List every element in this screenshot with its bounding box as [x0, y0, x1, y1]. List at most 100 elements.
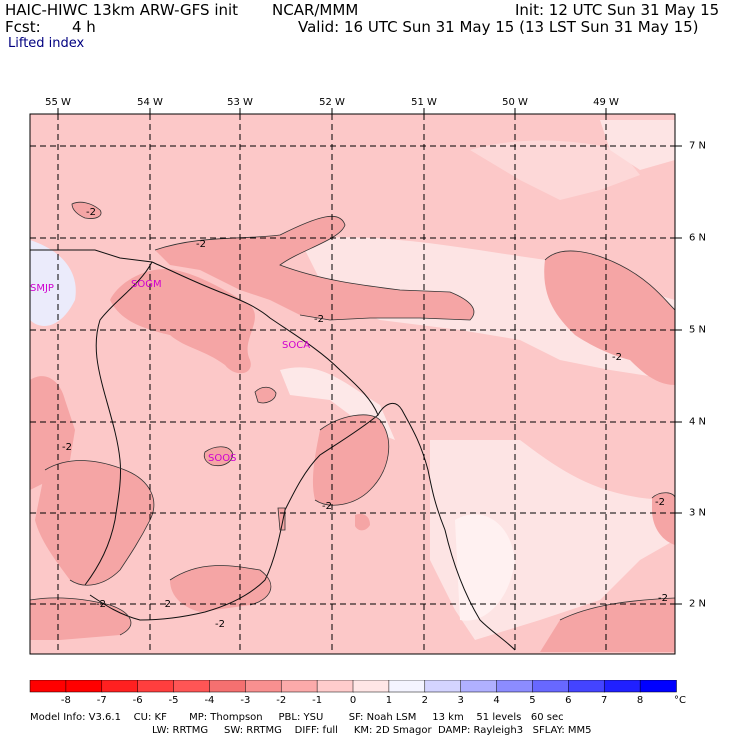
- colorbar-swatch: [532, 680, 570, 693]
- colorbar-tick-label: 6: [565, 695, 572, 706]
- footer-model-info: Model Info: V3.6.1 CU: KF MP: Thompson P…: [30, 712, 564, 723]
- colorbar-unit: °C: [674, 695, 686, 706]
- valid-time: Valid: 16 UTC Sun 31 May 15 (13 LST Sun …: [298, 18, 699, 36]
- axis-ticks: [57, 108, 682, 605]
- graticule: [30, 114, 675, 654]
- contour-label: -2: [322, 501, 332, 512]
- dark-region: [652, 492, 675, 545]
- light-region: [470, 140, 640, 200]
- station-label: SMJP: [30, 283, 54, 294]
- contour-label: -2: [86, 207, 96, 218]
- colorbar-swatch: [603, 680, 641, 693]
- colorbar-tick-label: 0: [349, 695, 357, 706]
- lon-label: 53 W: [227, 97, 253, 108]
- contour-line: [71, 201, 102, 219]
- dark-region: [355, 513, 370, 531]
- station-label: SOOS: [208, 453, 237, 464]
- colorbar-tick-label: 7: [601, 695, 608, 706]
- contour-line: [29, 597, 132, 636]
- lat-label: 6 N: [689, 232, 707, 244]
- colorbar-swatch: [568, 680, 605, 693]
- contour-label: -2: [62, 442, 72, 453]
- border-line: [84, 261, 153, 586]
- colorbar-tick-label: -4: [204, 695, 215, 706]
- colorbar-tick-label: 8: [636, 695, 644, 706]
- light-region: [600, 120, 675, 170]
- colorbar-swatch: [639, 680, 677, 693]
- contour-line: [254, 386, 277, 404]
- lat-label: 3 N: [689, 507, 707, 519]
- light-region: [455, 514, 515, 621]
- coastline: [30, 249, 516, 651]
- dark-region: [35, 460, 154, 586]
- contour-label: -2: [96, 599, 106, 610]
- fcst-label: Fcst:: [5, 18, 41, 36]
- dark-region: [255, 387, 276, 403]
- dark-region: [544, 250, 675, 385]
- contour-label: -2: [161, 599, 171, 610]
- border-line: [89, 414, 379, 621]
- dark-region: [540, 598, 675, 652]
- dark-region: [204, 446, 233, 466]
- colorbar-swatch: [65, 680, 103, 693]
- colorbar-tick-label: -8: [60, 695, 71, 706]
- contour-line: [544, 250, 676, 311]
- contour-line: [44, 460, 155, 586]
- colorbar-tick-label: 2: [421, 695, 428, 706]
- map-frame: [29, 113, 676, 655]
- contour-label: -2: [215, 619, 225, 630]
- contour-line: [314, 414, 390, 506]
- station-label: SOGM: [131, 279, 162, 290]
- lon-label: 54 W: [137, 97, 163, 108]
- dark-region: [170, 565, 271, 612]
- colorbar-swatch: [29, 680, 67, 693]
- colorbar-swatch: [209, 680, 247, 693]
- colorbar-swatch: [424, 680, 462, 693]
- colorbar-swatch: [173, 680, 211, 693]
- colorbar-tick-label: 1: [385, 695, 393, 706]
- colorbar-tick-label: -3: [240, 695, 251, 706]
- org-label: NCAR/MMM: [272, 1, 359, 19]
- colorbar-tick-label: -5: [168, 695, 179, 706]
- lat-label: 2 N: [689, 598, 707, 610]
- lon-label: 50 W: [502, 97, 528, 108]
- station-label: SOCA: [282, 340, 311, 351]
- lon-label: 55 W: [45, 97, 71, 108]
- model-title: HAIC-HIWC 13km ARW-GFS init: [5, 1, 239, 19]
- field-name: Lifted index: [8, 36, 85, 51]
- colorbar-tick-label: -2: [276, 695, 287, 706]
- colorbar-swatch: [137, 680, 175, 693]
- lon-label: 52 W: [319, 97, 345, 108]
- colorbar: [29, 680, 677, 693]
- dark-region: [30, 597, 131, 640]
- dark-region: [30, 376, 75, 490]
- colorbar-tick-label: 4: [493, 695, 500, 706]
- contour-label: -2: [658, 593, 668, 604]
- colorbar-swatch: [245, 680, 282, 693]
- colorbar-tick-label: 5: [529, 695, 536, 706]
- contour-label: -2: [655, 497, 665, 508]
- contour-line: [203, 446, 233, 467]
- colorbar-tick-label: -1: [312, 695, 323, 706]
- fcst-value: 4 h: [72, 18, 96, 36]
- colorbar-tick-label: -7: [96, 695, 107, 706]
- contour-label: -2: [314, 314, 324, 325]
- footer-physics-info: LW: RRTMG SW: RRTMG DIFF: full KM: 2D Sm…: [152, 725, 592, 736]
- lat-label: 7 N: [689, 140, 707, 152]
- colorbar-swatch: [352, 680, 390, 693]
- colorbar-swatch: [460, 680, 498, 693]
- dark-region: [110, 269, 255, 374]
- lon-label: 51 W: [411, 97, 437, 108]
- colorbar-swatch: [496, 680, 534, 693]
- colorbar-swatch: [316, 680, 354, 693]
- init-time: Init: 12 UTC Sun 31 May 15: [515, 1, 720, 19]
- contour-label: -2: [196, 239, 206, 250]
- contour-line: [277, 507, 286, 531]
- colorbar-tick-label: -6: [132, 695, 143, 706]
- colorbar-swatch: [280, 680, 318, 693]
- contour-label: -2: [612, 352, 622, 363]
- light-region: [30, 240, 76, 326]
- dark-region: [155, 216, 474, 320]
- lat-label: 4 N: [689, 416, 707, 428]
